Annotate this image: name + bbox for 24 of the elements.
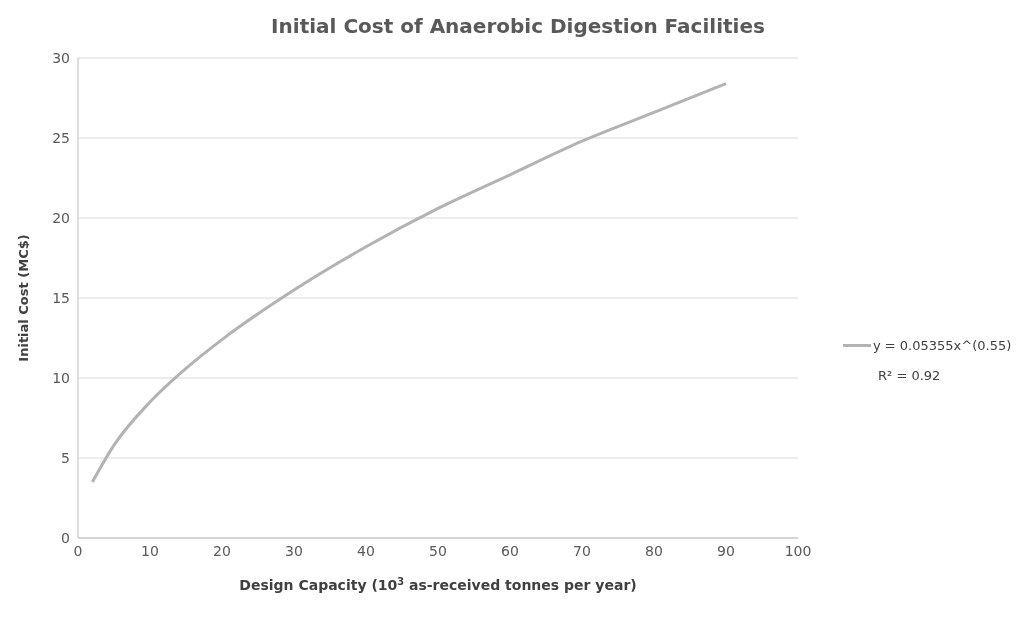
x-tick-label: 10 — [141, 542, 159, 559]
x-tick-label: 20 — [213, 542, 231, 559]
legend-label: y = 0.05355x^(0.55) — [873, 338, 1012, 353]
text: R² = 0.92 — [878, 368, 941, 383]
x-tick-label: 40 — [357, 542, 375, 559]
chart-title: Initial Cost of Anaerobic Digestion Facilities — [270, 14, 766, 38]
x-tick-label: 60 — [501, 542, 519, 559]
y-tick-label: 5 — [61, 449, 70, 466]
x-tick-label: 30 — [285, 542, 303, 559]
x-tick-label: 90 — [717, 542, 735, 559]
y-tick-label: 0 — [61, 529, 70, 546]
y-tick-label: 10 — [52, 369, 70, 386]
x-tick-label: 70 — [573, 542, 591, 559]
x-tick-label: 80 — [645, 542, 663, 559]
x-axis-title: Design Capacity (10$^{3}$ as-received tonnes per year) — [239, 575, 637, 593]
line-series — [90, 82, 728, 484]
y-tick-label: 20 — [52, 209, 70, 226]
y-tick-label: 15 — [52, 289, 70, 306]
y-axis-title: Initial Cost (MC$) — [15, 234, 31, 362]
y-tick-label: 25 — [52, 129, 70, 146]
x-tick-label: 50 — [429, 542, 447, 559]
x-tick-label: 0 — [73, 542, 83, 559]
x-tick-label: 100 — [784, 542, 812, 559]
y-tick-label: 30 — [52, 49, 70, 66]
